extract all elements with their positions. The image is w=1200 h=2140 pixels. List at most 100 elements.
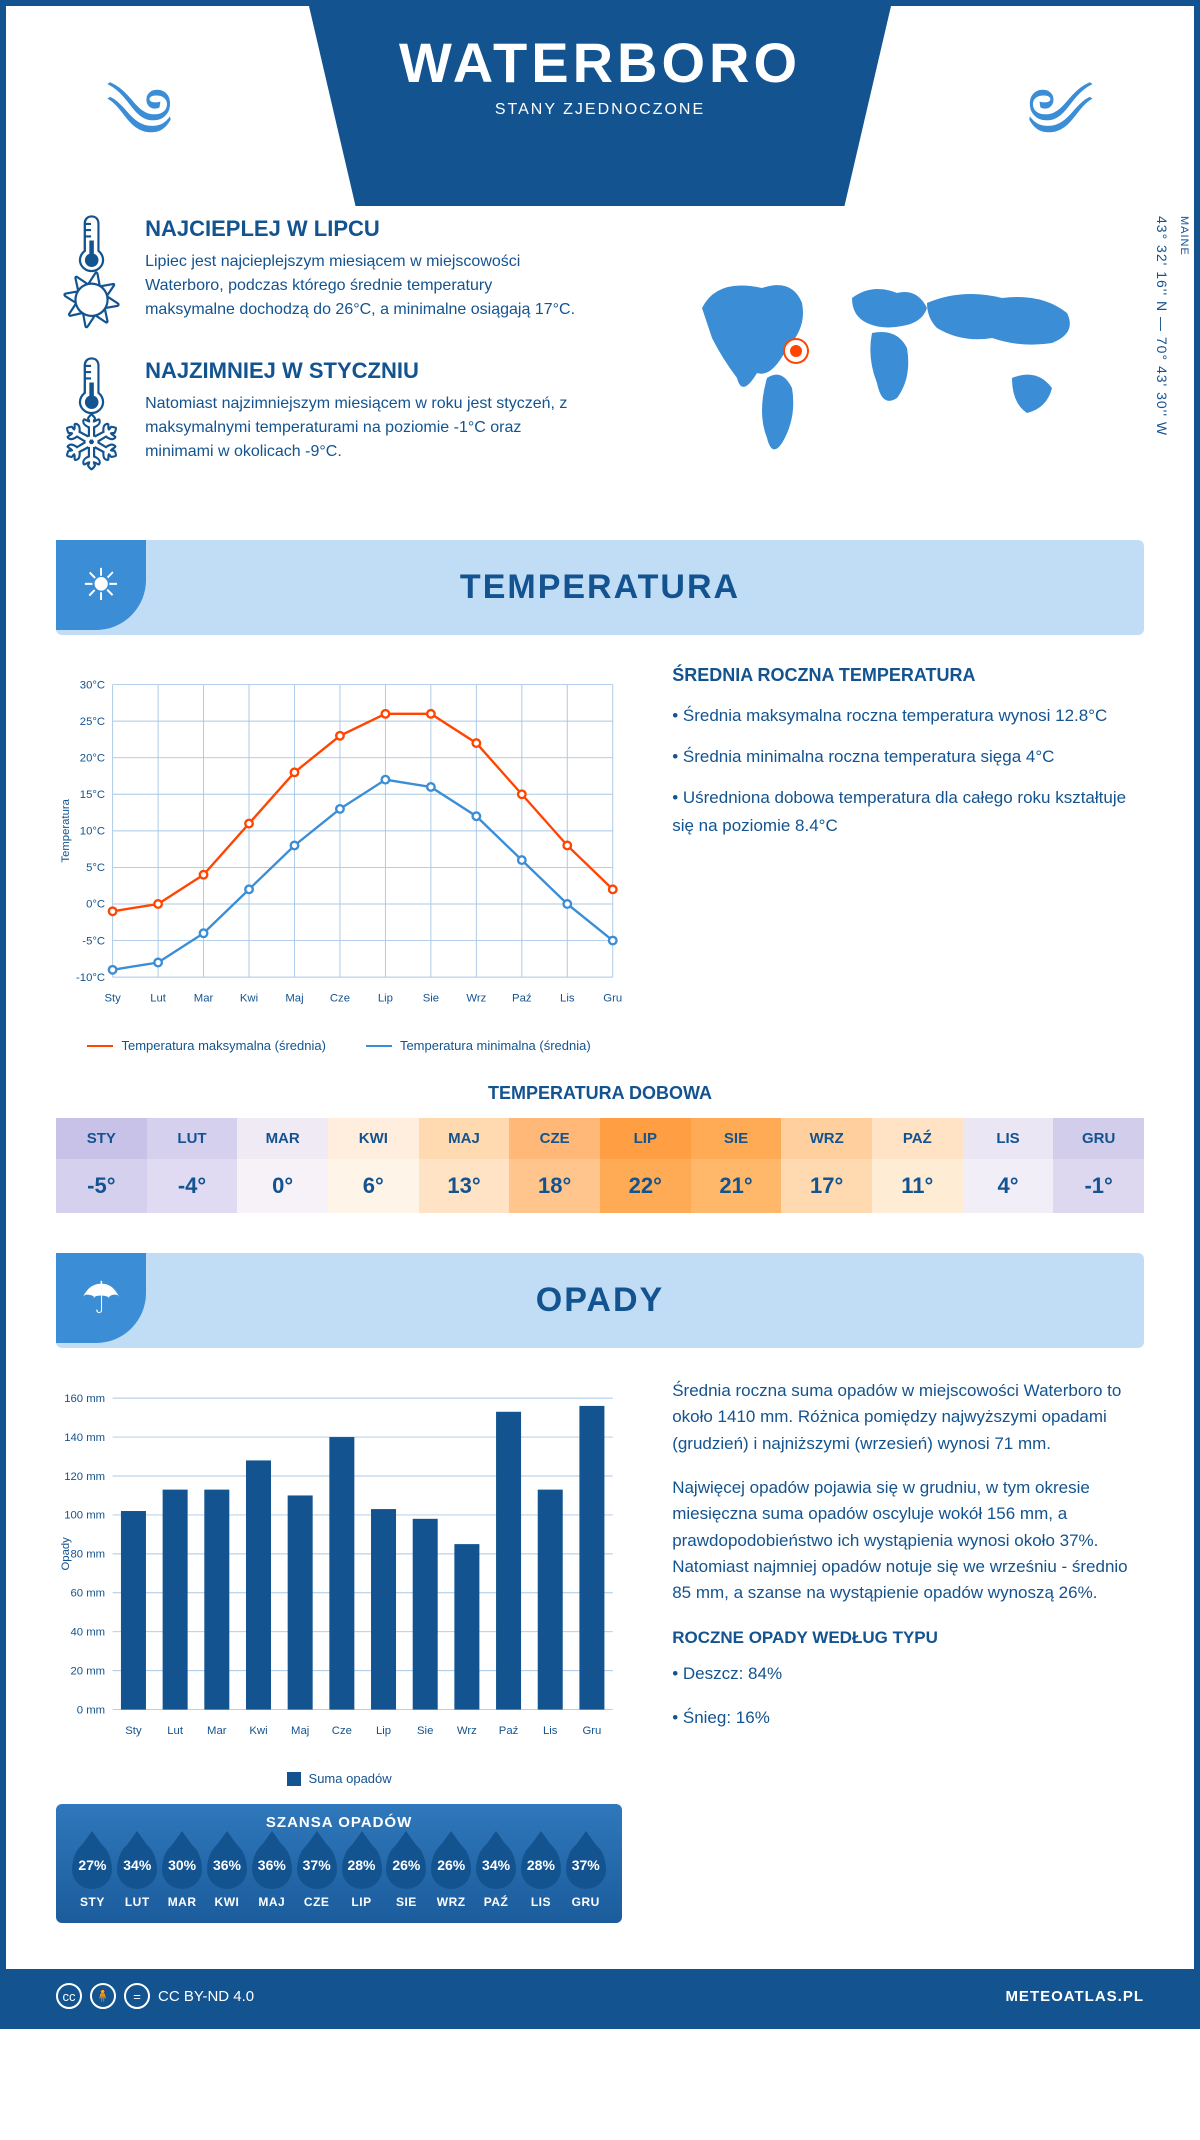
precip-type-title: ROCZNE OPADY WEDŁUG TYPU xyxy=(672,1625,1144,1651)
rain-chance-drop: 26%WRZ xyxy=(431,1841,472,1909)
by-icon: 🧍 xyxy=(90,1983,116,2009)
temp-bullet: • Uśredniona dobowa temperatura dla całe… xyxy=(672,784,1144,838)
svg-text:Wrz: Wrz xyxy=(457,1725,477,1737)
site-name: METEOATLAS.PL xyxy=(1005,1988,1144,2005)
rain-chance-drop: 36%KWI xyxy=(207,1841,248,1909)
region-label: MAINE xyxy=(1178,216,1190,256)
svg-text:Sty: Sty xyxy=(125,1725,142,1737)
svg-text:40 mm: 40 mm xyxy=(70,1626,105,1638)
title-banner: WATERBORO STANY ZJEDNOCZONE xyxy=(309,6,891,206)
svg-text:Gru: Gru xyxy=(582,1725,601,1737)
precip-legend: Suma opadów xyxy=(309,1771,392,1786)
rain-chance-drop: 30%MAR xyxy=(162,1841,203,1909)
svg-text:60 mm: 60 mm xyxy=(70,1588,105,1600)
license-text: CC BY-ND 4.0 xyxy=(158,1988,254,2005)
svg-text:Sie: Sie xyxy=(423,993,439,1005)
city-name: WATERBORO xyxy=(399,30,801,95)
svg-text:Mar: Mar xyxy=(207,1725,227,1737)
svg-text:10°C: 10°C xyxy=(80,826,105,838)
svg-text:Paź: Paź xyxy=(512,993,532,1005)
precip-snow: • Śnieg: 16% xyxy=(672,1705,1144,1731)
svg-text:0°C: 0°C xyxy=(86,899,105,911)
cold-text: Natomiast najzimniejszym miesiącem w rok… xyxy=(145,392,580,464)
temperature-info: ŚREDNIA ROCZNA TEMPERATURA • Średnia mak… xyxy=(672,665,1144,1053)
svg-text:100 mm: 100 mm xyxy=(64,1510,105,1522)
legend-max: Temperatura maksymalna (średnia) xyxy=(121,1038,325,1053)
svg-text:Lip: Lip xyxy=(378,993,393,1005)
precip-title: OPADY xyxy=(56,1281,1144,1320)
hot-text: Lipiec jest najcieplejszym miesiącem w m… xyxy=(145,250,580,322)
thermometer-cold-icon: 🌡❄ xyxy=(56,358,127,470)
svg-text:Maj: Maj xyxy=(285,993,303,1005)
precip-para2: Najwięcej opadów pojawia się w grudniu, … xyxy=(672,1475,1144,1607)
daily-temp-title: TEMPERATURA DOBOWA xyxy=(56,1083,1144,1104)
svg-text:Cze: Cze xyxy=(332,1725,352,1737)
svg-text:Lis: Lis xyxy=(543,1725,558,1737)
svg-text:15°C: 15°C xyxy=(80,789,105,801)
rain-chance-drop: 28%LIS xyxy=(520,1841,561,1909)
footer: cc 🧍 = CC BY-ND 4.0 METEOATLAS.PL xyxy=(6,1969,1194,2023)
rain-chance-drop: 28%LIP xyxy=(341,1841,382,1909)
svg-text:Mar: Mar xyxy=(194,993,214,1005)
rain-chance-box: SZANSA OPADÓW 27%STY34%LUT30%MAR36%KWI36… xyxy=(56,1804,622,1923)
svg-text:0 mm: 0 mm xyxy=(77,1704,105,1716)
svg-text:5°C: 5°C xyxy=(86,862,105,874)
temp-info-title: ŚREDNIA ROCZNA TEMPERATURA xyxy=(672,665,1144,686)
svg-text:Wrz: Wrz xyxy=(466,993,486,1005)
rain-chance-drop: 34%PAŹ xyxy=(476,1841,517,1909)
daily-temp-table: STYLUTMARKWIMAJCZELIPSIEWRZPAŹLISGRU-5°-… xyxy=(56,1118,1144,1213)
svg-text:Kwi: Kwi xyxy=(240,993,258,1005)
svg-text:Lut: Lut xyxy=(167,1725,184,1737)
svg-text:Lip: Lip xyxy=(376,1725,391,1737)
hot-title: NAJCIEPLEJ W LIPCU xyxy=(145,216,580,242)
chance-title: SZANSA OPADÓW xyxy=(72,1814,606,1831)
svg-text:20°C: 20°C xyxy=(80,752,105,764)
svg-text:30°C: 30°C xyxy=(80,679,105,691)
svg-text:120 mm: 120 mm xyxy=(64,1471,105,1483)
world-map xyxy=(672,248,1092,468)
legend-min: Temperatura minimalna (średnia) xyxy=(400,1038,591,1053)
temp-bullet: • Średnia minimalna roczna temperatura s… xyxy=(672,743,1144,770)
svg-text:Temperatura: Temperatura xyxy=(60,798,72,862)
cc-icon: cc xyxy=(56,1983,82,2009)
rain-chance-drop: 36%MAJ xyxy=(251,1841,292,1909)
country-name: STANY ZJEDNOCZONE xyxy=(399,101,801,119)
umbrella-icon: ☂ xyxy=(56,1253,146,1343)
wind-icon: ༄ xyxy=(106,36,173,233)
wind-icon: ༄ xyxy=(1027,36,1094,233)
rain-chance-drop: 26%SIE xyxy=(386,1841,427,1909)
precip-para1: Średnia roczna suma opadów w miejscowośc… xyxy=(672,1378,1144,1457)
svg-text:Kwi: Kwi xyxy=(249,1725,267,1737)
cold-title: NAJZIMNIEJ W STYCZNIU xyxy=(145,358,580,384)
svg-text:Lis: Lis xyxy=(560,993,575,1005)
rain-chance-drop: 37%CZE xyxy=(296,1841,337,1909)
svg-text:25°C: 25°C xyxy=(80,716,105,728)
svg-text:160 mm: 160 mm xyxy=(64,1393,105,1405)
coords-label: 43° 32' 16'' N — 70° 43' 30'' W xyxy=(1154,216,1170,436)
svg-text:80 mm: 80 mm xyxy=(70,1549,105,1561)
svg-text:140 mm: 140 mm xyxy=(64,1432,105,1444)
cold-summary: 🌡❄ NAJZIMNIEJ W STYCZNIU Natomiast najzi… xyxy=(56,358,580,470)
summary-row: 🌡☀ NAJCIEPLEJ W LIPCU Lipiec jest najcie… xyxy=(56,216,1144,500)
temperature-line-chart: -10°C -5°C 0°C 5°C 10°C 15°C 20°C 25°C 30°C Sty Lu… xyxy=(56,665,622,1053)
precip-rain: • Deszcz: 84% xyxy=(672,1661,1144,1687)
svg-text:Sie: Sie xyxy=(417,1725,433,1737)
precip-section-header: ☂ OPADY xyxy=(56,1253,1144,1348)
svg-text:Sty: Sty xyxy=(104,993,121,1005)
svg-text:Paź: Paź xyxy=(499,1725,519,1737)
rain-chance-drop: 37%GRU xyxy=(565,1841,606,1909)
svg-text:20 mm: 20 mm xyxy=(70,1665,105,1677)
rain-chance-drop: 34%LUT xyxy=(117,1841,158,1909)
temperature-section-header: ☀ TEMPERATURA xyxy=(56,540,1144,635)
temperature-title: TEMPERATURA xyxy=(56,568,1144,607)
svg-text:-10°C: -10°C xyxy=(76,972,105,984)
temp-bullet: • Średnia maksymalna roczna temperatura … xyxy=(672,702,1144,729)
svg-text:Opady: Opady xyxy=(60,1537,72,1571)
svg-text:Lut: Lut xyxy=(150,993,167,1005)
precip-info: Średnia roczna suma opadów w miejscowośc… xyxy=(672,1378,1144,1923)
svg-text:Gru: Gru xyxy=(603,993,622,1005)
svg-text:-5°C: -5°C xyxy=(82,935,105,947)
svg-text:Cze: Cze xyxy=(330,993,350,1005)
nd-icon: = xyxy=(124,1983,150,2009)
header: ༄ WATERBORO STANY ZJEDNOCZONE ༄ xyxy=(56,6,1144,206)
